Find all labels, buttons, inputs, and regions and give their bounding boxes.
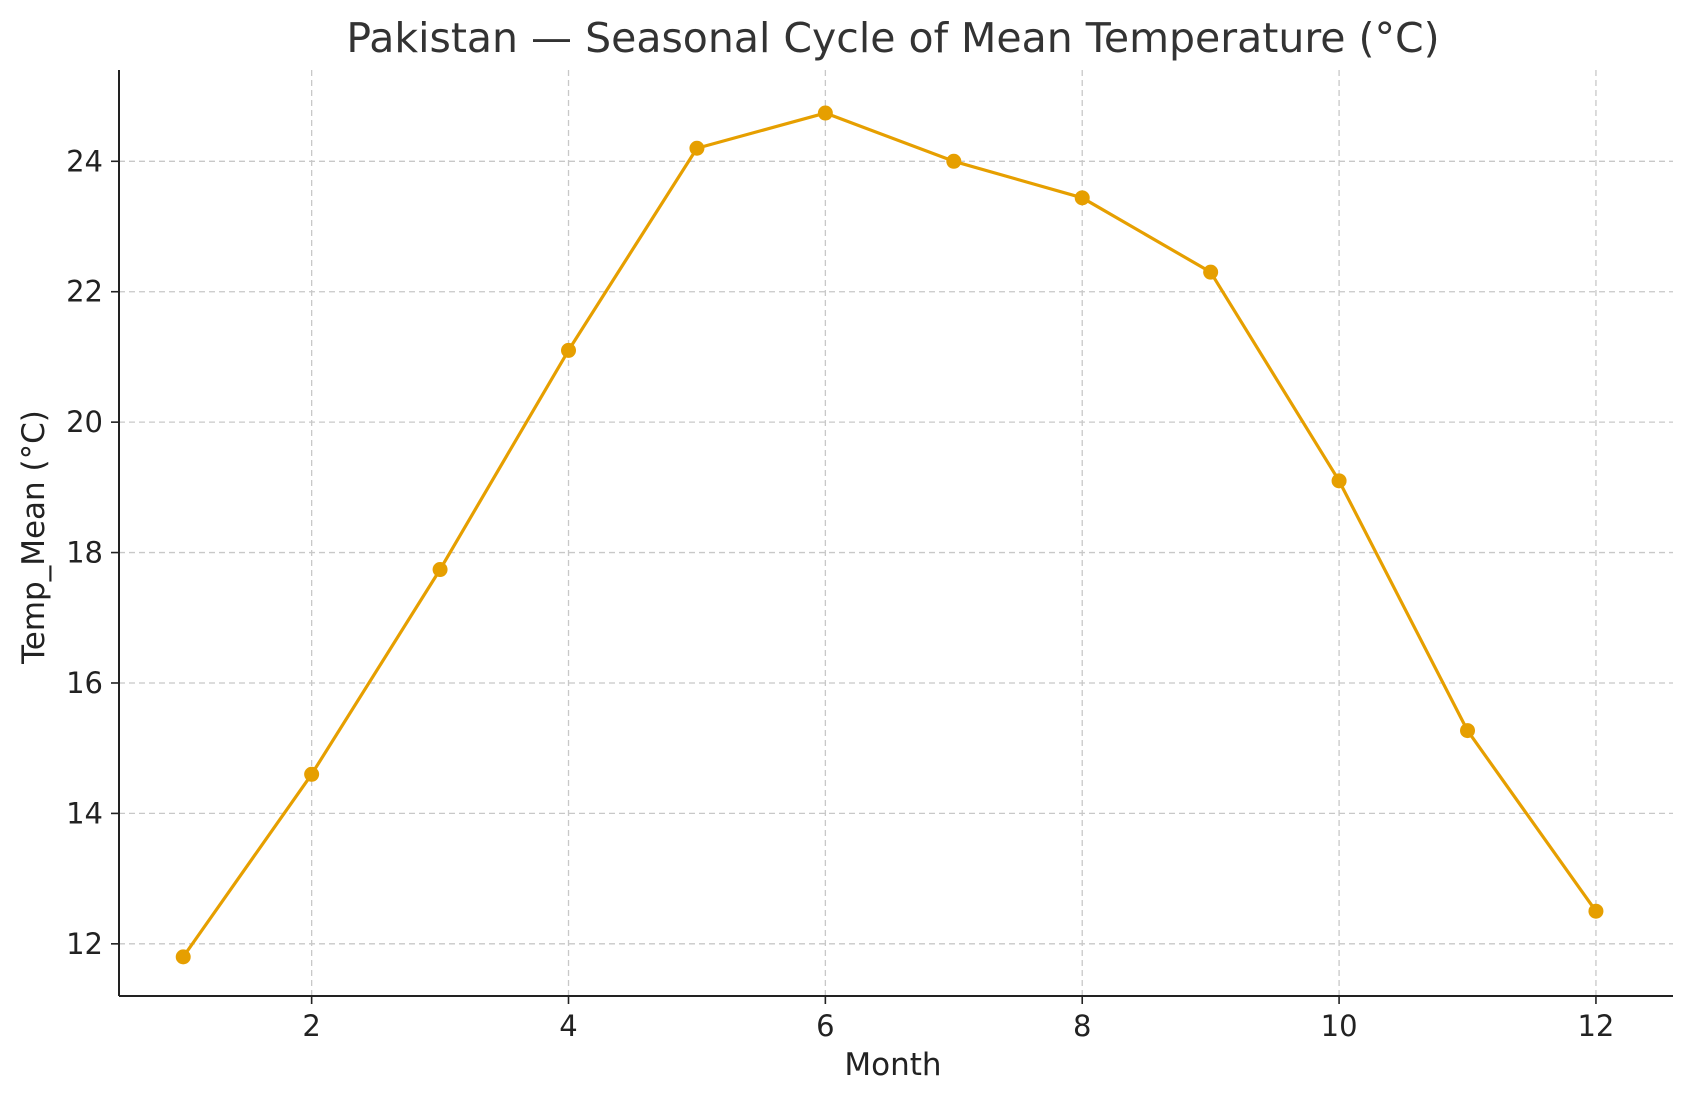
data-point [304, 766, 320, 782]
y-tick-label: 16 [66, 666, 103, 700]
data-point [1074, 190, 1090, 206]
x-tick-label: 12 [1577, 1009, 1614, 1043]
data-point [946, 153, 962, 169]
data-point [1203, 264, 1219, 280]
series [175, 105, 1604, 965]
x-tick-label: 2 [302, 1009, 320, 1043]
y-tick-label: 14 [66, 796, 103, 830]
grid [119, 70, 1673, 996]
x-tick-label: 10 [1321, 1009, 1358, 1043]
y-tick-label: 24 [66, 144, 103, 178]
y-tick-label: 22 [66, 275, 103, 309]
x-tick-label: 4 [559, 1009, 577, 1043]
data-point [1460, 723, 1476, 739]
data-point [689, 140, 705, 156]
axes [118, 70, 1673, 997]
data-point [432, 562, 448, 578]
series-line [181, 111, 1598, 959]
y-tick-label: 20 [66, 405, 103, 439]
data-point [1588, 903, 1604, 919]
x-tick-label: 8 [1073, 1009, 1091, 1043]
data-point [1331, 473, 1347, 489]
data-point [175, 949, 191, 965]
chart-title: Pakistan — Seasonal Cycle of Mean Temper… [346, 14, 1439, 62]
data-point [817, 105, 833, 121]
y-axis-label: Temp_Mean (°C) [16, 410, 52, 665]
y-tick-label: 18 [66, 536, 103, 570]
y-tick-label: 12 [66, 927, 103, 961]
x-tick-label: 6 [816, 1009, 834, 1043]
x-axis-label: Month [844, 1047, 941, 1083]
data-point [561, 342, 577, 358]
